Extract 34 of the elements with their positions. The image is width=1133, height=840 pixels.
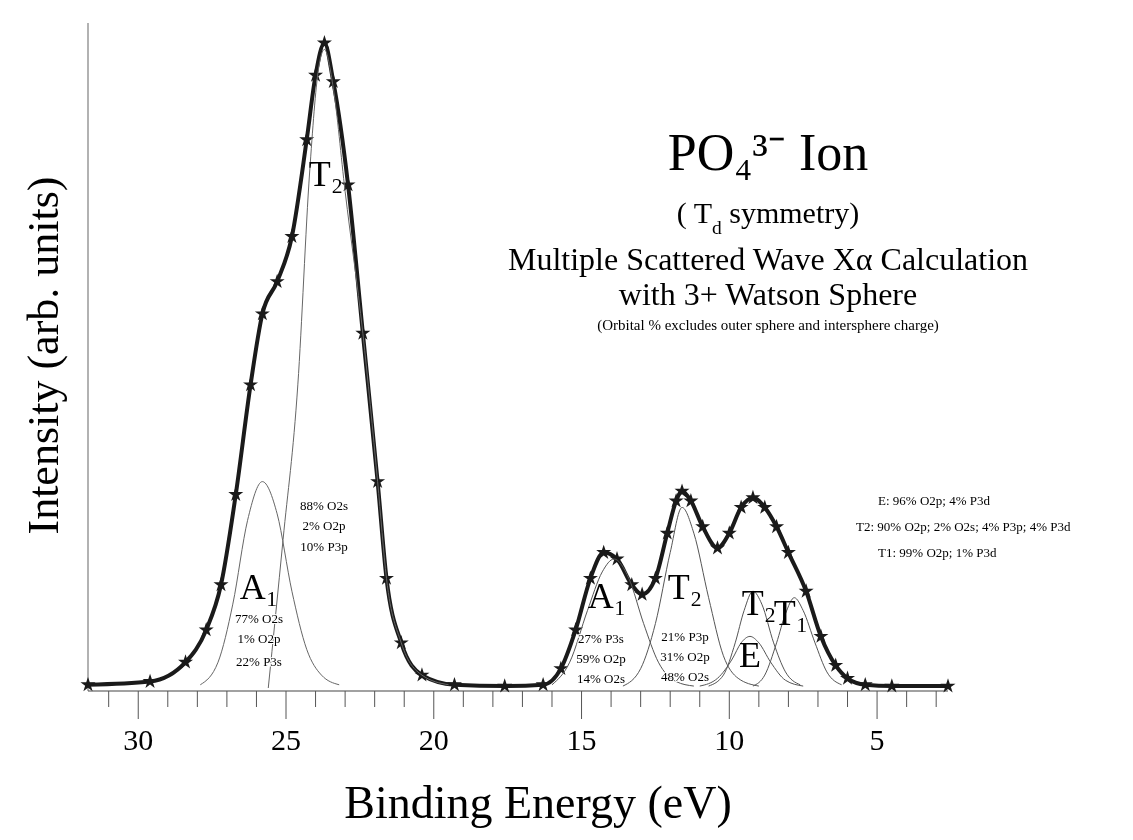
- annotation: 21% P3p: [661, 628, 709, 644]
- x-axis-title: Binding Energy (eV): [344, 777, 732, 828]
- annotation: 31% O2p: [660, 648, 710, 664]
- annotation: T₁: [773, 593, 809, 634]
- y-axis-title: Intensity (arb. units): [19, 176, 68, 535]
- annotation: 14% O2s: [576, 670, 626, 686]
- x-tick-label: 30: [123, 723, 154, 756]
- annotation: 22% P3s: [236, 653, 282, 669]
- annotation: E: [739, 635, 761, 676]
- x-tick-label: 10: [714, 723, 745, 756]
- text: PO₄³⁻ Ion: [667, 124, 869, 181]
- annotation: Multiple Scattered Wave Xα Calculation: [507, 241, 1029, 277]
- annotation: E: 96% O2p; 4% P3d: [878, 493, 991, 508]
- annotation: 48% O2s: [660, 668, 710, 684]
- annotation: 59% O2p: [576, 650, 626, 666]
- x-tick-label: 15: [566, 723, 597, 756]
- annotation: T₂: [667, 567, 703, 608]
- annotation: 27% P3s: [578, 630, 624, 646]
- annotation: 77% O2s: [234, 610, 284, 626]
- annotation: with 3+ Watson Sphere: [618, 276, 918, 312]
- annotation: 2% O2p: [302, 517, 346, 533]
- annotation: A₁: [587, 576, 627, 617]
- x-tick-label: 20: [418, 723, 449, 756]
- annotation: T₂: [308, 154, 344, 195]
- annotation: A₁: [239, 567, 279, 608]
- x-tick-label: 25: [271, 723, 302, 756]
- x-tick-label: 5: [869, 723, 885, 756]
- annotation: T2: 90% O2p; 2% O2s; 4% P3p; 4% P3d: [856, 519, 1071, 534]
- text: ( T$_{d}$ symmetry): [676, 196, 860, 238]
- annotation: 10% P3p: [300, 538, 348, 554]
- annotation: 88% O2s: [299, 497, 349, 513]
- annotation: 1% O2p: [237, 630, 281, 646]
- annotation: T1: 99% O2p; 1% P3d: [878, 545, 997, 560]
- annotation: (Orbital % excludes outer sphere and intersphere charge): [597, 317, 939, 334]
